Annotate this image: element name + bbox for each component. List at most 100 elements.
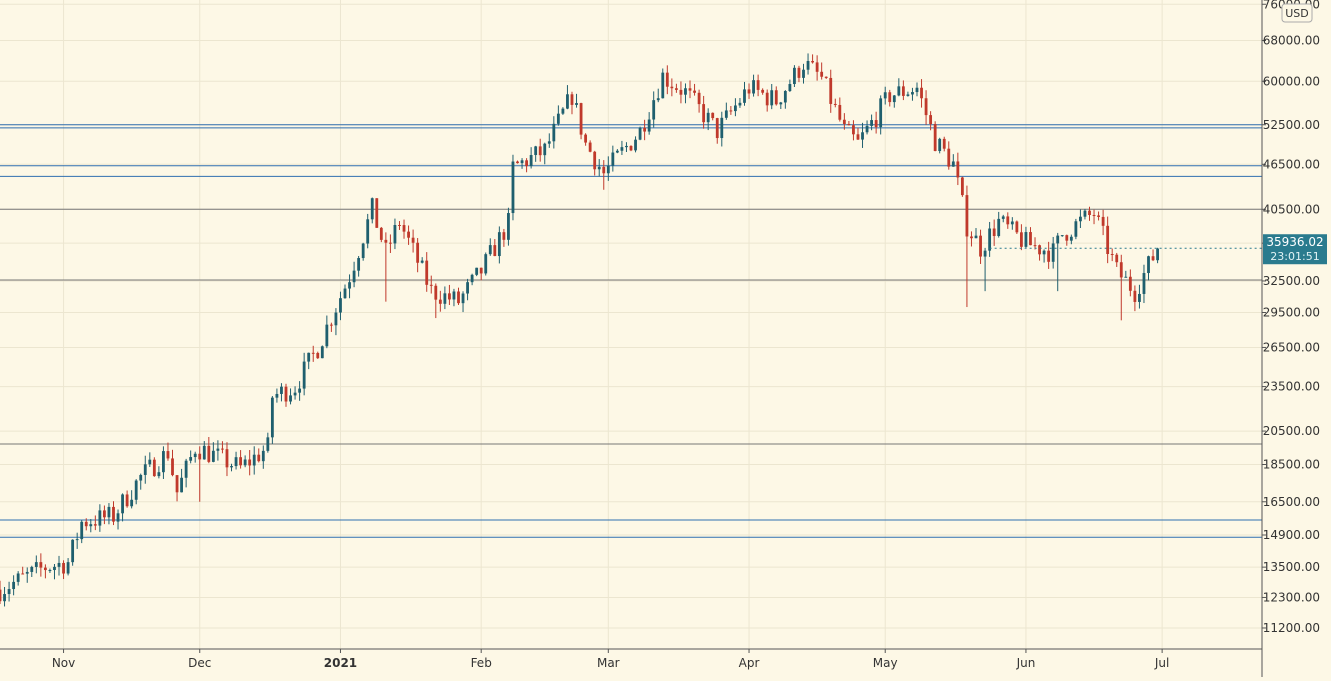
candle-body bbox=[706, 112, 710, 123]
candle bbox=[1033, 237, 1037, 250]
candle bbox=[66, 558, 70, 576]
candle bbox=[1065, 234, 1069, 246]
candle-body bbox=[897, 86, 901, 96]
currency-badge[interactable] bbox=[1281, 3, 1313, 23]
candle-body bbox=[34, 562, 38, 567]
candle bbox=[525, 158, 528, 173]
candle bbox=[84, 518, 88, 531]
price-tick-label: 60000.00 bbox=[1263, 74, 1320, 88]
candle bbox=[57, 555, 61, 576]
candle bbox=[280, 383, 283, 402]
candle-body bbox=[525, 160, 528, 167]
candle-body bbox=[1142, 273, 1146, 294]
candle-body bbox=[252, 454, 256, 466]
candle bbox=[679, 81, 683, 104]
candle bbox=[960, 176, 964, 197]
candle bbox=[316, 351, 320, 359]
candle-body bbox=[103, 510, 106, 518]
candle bbox=[1079, 209, 1082, 228]
candle-body bbox=[765, 92, 769, 106]
candle-body bbox=[1006, 216, 1010, 225]
candle bbox=[793, 65, 796, 87]
candle-body bbox=[602, 166, 606, 174]
candle bbox=[1047, 241, 1051, 269]
candle-body bbox=[915, 87, 919, 93]
candle bbox=[797, 65, 801, 83]
candle-body bbox=[284, 386, 288, 402]
candle bbox=[743, 81, 746, 106]
candle bbox=[983, 247, 987, 292]
candle-body bbox=[152, 459, 156, 477]
candle-body bbox=[534, 146, 538, 156]
candle-body bbox=[883, 92, 887, 99]
candle-body bbox=[193, 453, 197, 458]
candle bbox=[12, 575, 16, 596]
candle-body bbox=[175, 475, 179, 493]
candle bbox=[783, 90, 787, 109]
candle bbox=[339, 291, 342, 321]
candle bbox=[207, 437, 211, 464]
candle bbox=[370, 197, 374, 224]
candle bbox=[634, 136, 637, 153]
candle bbox=[429, 275, 433, 294]
candle bbox=[570, 91, 574, 115]
candle-body bbox=[43, 567, 47, 571]
candle-body bbox=[434, 285, 438, 300]
candle-body bbox=[66, 562, 70, 574]
candle bbox=[729, 105, 733, 115]
candle bbox=[116, 509, 120, 530]
candle bbox=[1010, 217, 1014, 230]
candle-body bbox=[348, 282, 351, 289]
candle bbox=[883, 86, 887, 105]
candle-body bbox=[747, 89, 751, 94]
candle bbox=[665, 65, 669, 95]
candle-body bbox=[556, 113, 560, 124]
candles bbox=[0, 53, 1159, 607]
candle-body bbox=[493, 245, 497, 257]
candle-body bbox=[1015, 221, 1019, 233]
candle bbox=[25, 567, 29, 583]
candle-body bbox=[243, 459, 247, 466]
candle bbox=[71, 539, 75, 566]
candle bbox=[702, 95, 706, 129]
candle bbox=[125, 490, 129, 508]
candle bbox=[920, 79, 923, 108]
time-tick-label: May bbox=[873, 656, 898, 670]
candle bbox=[384, 232, 388, 302]
candle-body bbox=[1110, 254, 1114, 256]
candle-body bbox=[84, 521, 88, 527]
candle bbox=[1074, 218, 1078, 240]
candle bbox=[507, 207, 510, 246]
candle-body bbox=[743, 89, 746, 103]
candle bbox=[325, 315, 329, 349]
candle-body bbox=[824, 76, 828, 78]
candle bbox=[697, 89, 701, 113]
candle-body bbox=[143, 464, 147, 475]
candle-body bbox=[579, 103, 583, 135]
candle bbox=[248, 450, 252, 476]
candle-body bbox=[661, 72, 665, 99]
candle bbox=[7, 581, 11, 602]
candle bbox=[566, 85, 569, 110]
candle-body bbox=[575, 103, 578, 105]
candle-body bbox=[529, 155, 533, 167]
candle bbox=[688, 80, 692, 99]
candle bbox=[597, 159, 601, 177]
candle-body bbox=[797, 67, 801, 78]
candle-body bbox=[375, 198, 379, 228]
candle bbox=[261, 445, 265, 469]
candle bbox=[606, 156, 610, 181]
candle bbox=[53, 563, 56, 580]
candle bbox=[575, 93, 578, 108]
candle bbox=[193, 451, 197, 463]
candle-body bbox=[652, 100, 656, 120]
candle bbox=[62, 560, 65, 580]
candle-body bbox=[393, 224, 397, 244]
candle bbox=[180, 468, 183, 493]
candle bbox=[852, 120, 855, 141]
candle-body bbox=[715, 118, 719, 139]
candle-body bbox=[30, 566, 34, 572]
